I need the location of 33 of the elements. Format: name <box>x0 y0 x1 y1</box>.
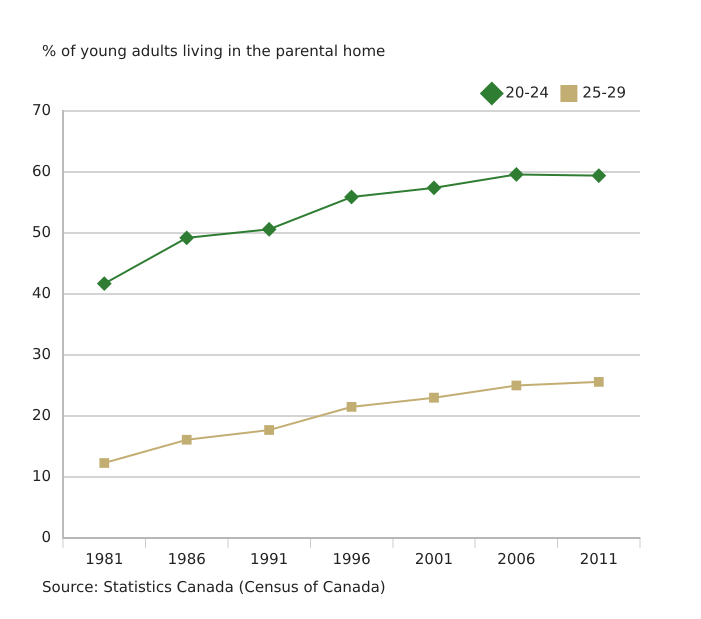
point <box>346 402 356 412</box>
y-tick-label: 70 <box>32 100 52 119</box>
point <box>511 380 522 390</box>
y-tick-label: 50 <box>32 222 52 241</box>
point <box>344 190 359 204</box>
point <box>264 425 274 435</box>
point <box>426 180 441 195</box>
point <box>180 230 194 245</box>
point <box>99 458 110 468</box>
x-tick-label: 2001 <box>414 550 454 568</box>
point <box>592 168 606 183</box>
x-tick-label: 2011 <box>580 550 618 568</box>
point <box>182 434 192 445</box>
y-tick-label: 10 <box>32 466 52 485</box>
y-tick-label: 40 <box>32 284 52 302</box>
source-note: Source: Statistics Canada (Census of Canada) <box>42 578 386 596</box>
y-tick-label: 20 <box>32 406 52 424</box>
y-axis-title: % of young adults living in the parental home <box>42 42 386 60</box>
x-tick-label: 1981 <box>85 550 124 568</box>
x-tick-label: 2006 <box>497 550 536 568</box>
legend-label: 20-24 <box>505 83 549 102</box>
y-tick-label: 30 <box>32 344 52 363</box>
point <box>594 376 604 387</box>
legend-label: 25-29 <box>582 83 626 102</box>
x-tick-label: 1986 <box>168 550 206 568</box>
point <box>509 167 524 182</box>
y-tick-label: 60 <box>32 162 52 180</box>
point <box>97 276 112 291</box>
point <box>262 222 276 236</box>
x-tick-label: 1996 <box>332 550 371 568</box>
point <box>429 392 439 403</box>
x-tick-label: 1991 <box>250 550 288 568</box>
y-tick-label: 0 <box>42 528 52 546</box>
